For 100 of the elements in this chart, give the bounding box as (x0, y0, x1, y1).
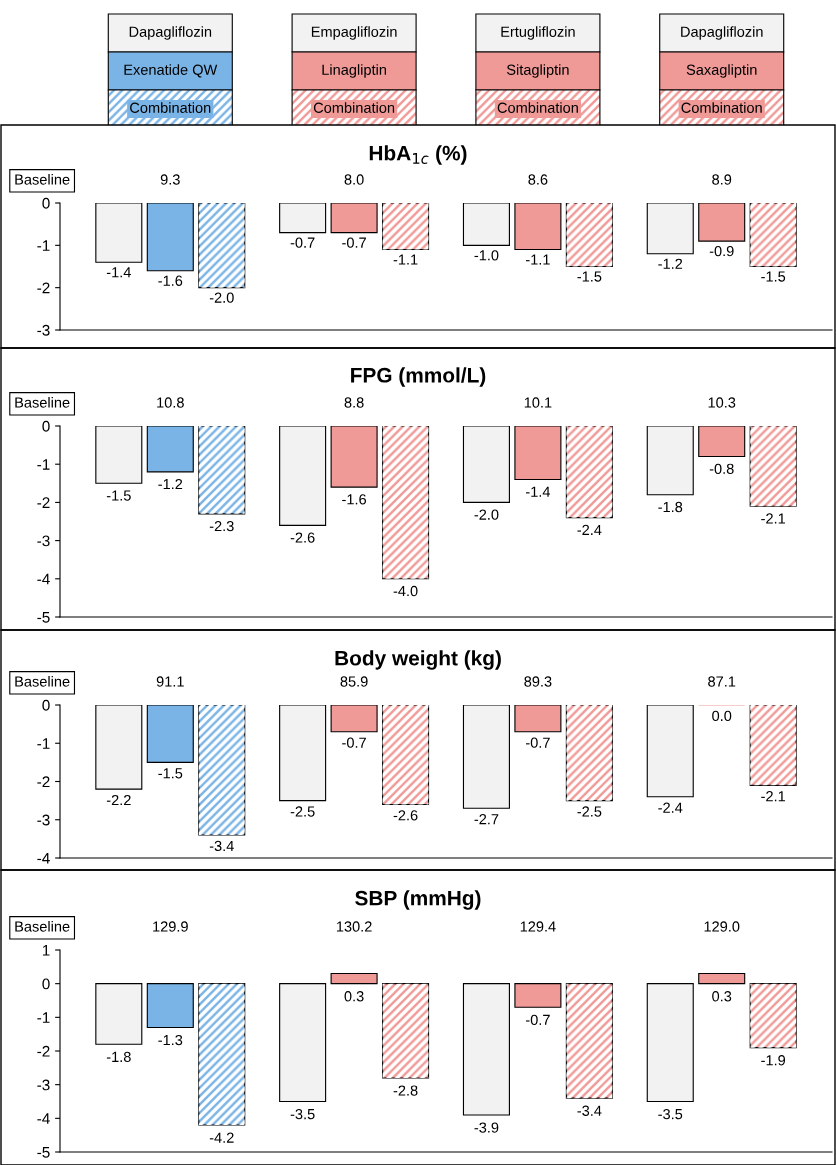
data-label: -1.8 (658, 501, 683, 513)
text: 10.3 (708, 397, 736, 408)
text: 8.8 (344, 397, 364, 408)
y-tick-label: -5 (37, 1147, 50, 1158)
data-label: -1.1 (525, 254, 550, 265)
data-label: -2.6 (393, 810, 418, 821)
data-label: -1.4 (106, 267, 131, 278)
y-tick-label: 1 (42, 945, 50, 956)
data-label: -2.8 (393, 1085, 418, 1096)
data-label: -1.8 (106, 1051, 131, 1063)
y-tick-label: 0 (42, 978, 50, 990)
data-label: -2.5 (290, 806, 315, 817)
data-label: -1.1 (393, 254, 418, 265)
text: Saxagliptin (686, 64, 757, 78)
data-label: -2.4 (658, 802, 683, 813)
text: 10.8 (157, 397, 184, 408)
y-tick-label: -4 (37, 853, 50, 864)
data-label: -3.4 (577, 1105, 602, 1116)
text: 85.9 (340, 676, 368, 687)
text: 8.0 (344, 174, 364, 185)
data-label: -0.7 (525, 1014, 550, 1026)
data-label: -1.2 (158, 478, 183, 490)
y-tick-label: -2 (37, 1045, 50, 1057)
data-label: -4.2 (209, 1132, 234, 1143)
text: 89.3 (524, 676, 552, 687)
text: 130.2 (336, 921, 372, 932)
text: 129.0 (704, 921, 740, 932)
y-tick-label: -3 (37, 1079, 50, 1091)
data-label: -1.2 (658, 258, 683, 269)
text: Empagliflozin (311, 26, 397, 40)
text: 8.9 (712, 174, 732, 185)
text: Baseline (15, 920, 70, 932)
data-label: -2.5 (577, 806, 602, 817)
data-label: -3.4 (209, 840, 234, 852)
data-label: -3.5 (658, 1108, 683, 1120)
data-label: -2.0 (474, 509, 499, 520)
text: 129.4 (520, 921, 556, 932)
data-label: -2.1 (761, 513, 786, 524)
data-label: -3.5 (290, 1108, 315, 1120)
text: Sitagliptin (506, 64, 569, 78)
data-label: -1.5 (106, 490, 131, 501)
data-label: -2.6 (290, 532, 315, 543)
text: Combination (130, 102, 211, 113)
data-label: -3.9 (474, 1122, 499, 1133)
chart-title: HbA$_{1c}$ (%) (369, 145, 467, 165)
y-tick-label: -3 (37, 324, 50, 336)
y-tick-label: 0 (42, 699, 50, 711)
data-label: -2.4 (577, 524, 602, 535)
text: Linagliptin (322, 64, 386, 78)
y-tick-label: -2 (37, 497, 50, 508)
data-label: -1.4 (525, 486, 551, 497)
data-label: -1.3 (158, 1034, 183, 1046)
text: Dapagliflozin (129, 26, 212, 40)
text: 87.1 (708, 676, 736, 687)
data-label: -0.8 (709, 463, 734, 474)
data-label: 0.3 (344, 991, 364, 1002)
data-label: -1.6 (342, 494, 367, 505)
chart-title: FPG (mmol/L) (351, 367, 486, 387)
data-label: -1.6 (158, 275, 183, 286)
text: 91.1 (156, 676, 184, 687)
text: Combination (497, 102, 578, 113)
y-tick-label: -2 (37, 776, 50, 788)
y-tick-label: -1 (37, 1012, 50, 1023)
text: 129.9 (153, 921, 188, 932)
data-label: -1.5 (577, 271, 602, 282)
data-label: -0.7 (290, 237, 315, 248)
chart-title: Body weight (kg) (335, 650, 501, 670)
y-tick-label: 0 (42, 197, 50, 209)
y-tick-label: 0 (42, 420, 50, 432)
text: 9.3 (160, 174, 180, 185)
text: 8.6 (528, 174, 548, 185)
data-label: -2.0 (209, 292, 234, 303)
text: Baseline (15, 675, 70, 687)
text: Baseline (15, 396, 70, 408)
data-label: -0.7 (342, 737, 366, 748)
data-label: -1.0 (474, 250, 499, 261)
data-label: 0.0 (712, 710, 732, 722)
y-tick-label: -3 (37, 535, 50, 547)
text: Ertugliflozin (501, 26, 575, 40)
text: Exenatide QW (124, 64, 218, 78)
data-label: -0.7 (525, 737, 550, 748)
y-tick-label: -2 (37, 282, 50, 294)
y-tick-label: -4 (37, 573, 50, 585)
data-label: -4.0 (393, 585, 418, 597)
y-tick-label: -5 (37, 612, 50, 623)
text: Baseline (15, 173, 70, 185)
y-tick-label: -1 (37, 459, 50, 470)
text: Combination (313, 102, 395, 113)
data-label: -2.1 (761, 791, 786, 802)
chart-title: SBP (mmHg) (355, 890, 481, 910)
text: Combination (681, 102, 762, 113)
data-label: -2.2 (106, 794, 131, 806)
data-label: -1.9 (761, 1055, 786, 1066)
text: 10.1 (524, 397, 552, 408)
y-tick-label: -3 (37, 814, 50, 826)
text: Dapagliflozin (681, 26, 763, 40)
data-label: -2.7 (474, 814, 499, 825)
data-label: 0.3 (712, 991, 732, 1002)
y-tick-label: -4 (37, 1113, 50, 1124)
y-tick-label: -1 (37, 240, 50, 251)
